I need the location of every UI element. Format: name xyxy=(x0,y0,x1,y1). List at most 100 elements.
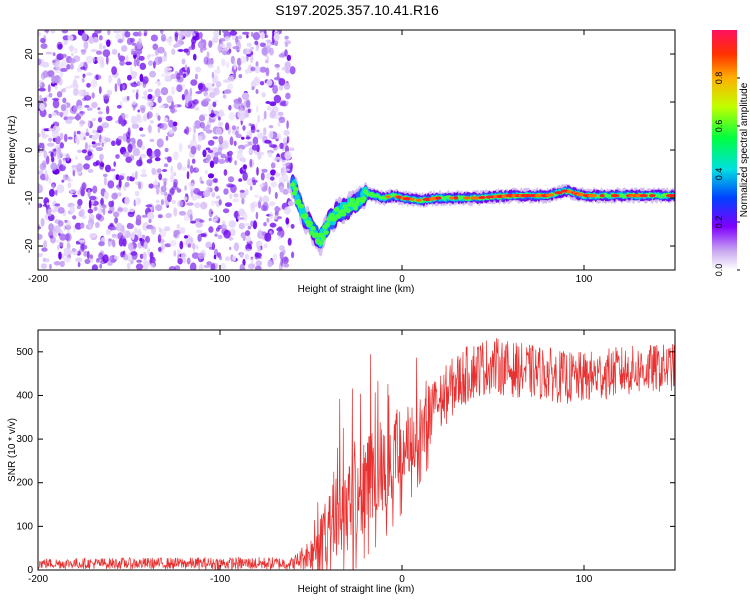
noise-blob xyxy=(126,223,134,230)
noise-blob xyxy=(53,231,58,238)
noise-blob xyxy=(178,210,186,216)
noise-blob xyxy=(283,256,288,263)
noise-blob xyxy=(252,136,259,145)
noise-blob xyxy=(171,48,176,55)
noise-blob xyxy=(120,228,125,234)
noise-blob xyxy=(232,198,240,203)
colorbar-tick-label: 0.6 xyxy=(714,120,724,133)
noise-blob xyxy=(229,193,233,200)
noise-blob xyxy=(173,44,179,48)
heatmap-xtick-label: -100 xyxy=(210,274,230,285)
noise-blob xyxy=(214,186,219,192)
noise-blob xyxy=(135,91,139,100)
noise-blob xyxy=(170,105,176,114)
snr-ytick-label: 200 xyxy=(16,478,33,489)
noise-blob xyxy=(136,259,143,263)
noise-blob xyxy=(195,167,199,172)
noise-blob xyxy=(131,172,135,178)
noise-blob xyxy=(75,156,78,160)
noise-blob xyxy=(167,194,172,203)
noise-blob xyxy=(261,185,268,192)
signal-track-cell xyxy=(341,211,347,217)
noise-blob xyxy=(114,217,119,224)
noise-blob xyxy=(223,89,232,94)
noise-blob xyxy=(38,233,43,240)
signal-track-cell xyxy=(293,186,299,192)
noise-blob xyxy=(38,153,41,157)
noise-blob xyxy=(255,46,259,52)
noise-blob xyxy=(189,214,193,222)
noise-blob xyxy=(108,238,112,242)
noise-blob xyxy=(241,233,246,239)
noise-blob xyxy=(160,56,167,62)
noise-blob xyxy=(222,140,229,150)
noise-blob xyxy=(56,184,65,193)
noise-blob xyxy=(81,32,88,42)
noise-blob xyxy=(170,174,175,183)
noise-blob xyxy=(279,251,284,260)
noise-blob xyxy=(71,194,78,198)
noise-blob xyxy=(189,262,197,270)
signal-peak xyxy=(649,194,656,198)
noise-blob xyxy=(248,123,252,127)
noise-blob xyxy=(41,247,48,252)
noise-blob xyxy=(284,151,292,160)
noise-blob xyxy=(179,240,184,250)
noise-blob xyxy=(59,260,65,268)
noise-blob xyxy=(269,222,277,228)
noise-blob xyxy=(117,192,122,197)
noise-blob xyxy=(255,89,259,94)
noise-blob xyxy=(233,140,237,147)
noise-blob xyxy=(81,149,87,154)
noise-blob xyxy=(266,217,270,222)
noise-blob xyxy=(243,223,251,227)
noise-blob xyxy=(207,139,215,146)
noise-blob xyxy=(250,66,256,72)
noise-blob xyxy=(226,50,231,55)
noise-blob xyxy=(225,256,230,262)
noise-blob xyxy=(157,214,163,219)
noise-blob xyxy=(114,83,118,93)
noise-blob xyxy=(282,174,289,182)
noise-blob xyxy=(290,223,295,229)
noise-blob xyxy=(244,253,250,260)
noise-blob xyxy=(117,135,123,140)
noise-blob xyxy=(128,208,135,213)
noise-blob xyxy=(141,234,146,239)
noise-blob xyxy=(219,255,222,261)
noise-blob xyxy=(38,133,41,138)
noise-blob xyxy=(208,208,213,218)
noise-blob xyxy=(98,207,102,215)
noise-blob xyxy=(48,92,53,98)
noise-blob xyxy=(59,233,67,241)
noise-blob xyxy=(71,248,79,256)
noise-blob xyxy=(48,137,53,142)
heatmap-ytick-label: -10 xyxy=(24,190,35,205)
noise-blob xyxy=(52,125,58,135)
noise-blob xyxy=(284,49,288,57)
noise-blob xyxy=(48,223,54,232)
noise-blob xyxy=(117,38,124,44)
noise-blob xyxy=(250,185,253,191)
noise-blob xyxy=(126,37,133,46)
noise-blob xyxy=(249,158,253,168)
noise-blob xyxy=(226,42,232,49)
noise-blob xyxy=(102,173,108,178)
noise-blob xyxy=(284,35,289,40)
noise-blob xyxy=(190,79,198,86)
noise-blob xyxy=(131,42,137,46)
noise-blob xyxy=(199,121,205,129)
noise-blob xyxy=(251,179,258,183)
noise-blob xyxy=(277,121,281,127)
noise-blob xyxy=(174,32,178,42)
noise-blob xyxy=(162,177,168,182)
noise-blob xyxy=(259,66,267,73)
noise-blob xyxy=(122,84,125,90)
noise-blob xyxy=(141,33,144,37)
noise-blob xyxy=(137,228,142,237)
noise-blob xyxy=(49,235,54,239)
noise-blob xyxy=(268,186,271,195)
noise-blob xyxy=(80,111,86,115)
noise-blob xyxy=(106,89,113,96)
noise-blob xyxy=(40,263,48,269)
